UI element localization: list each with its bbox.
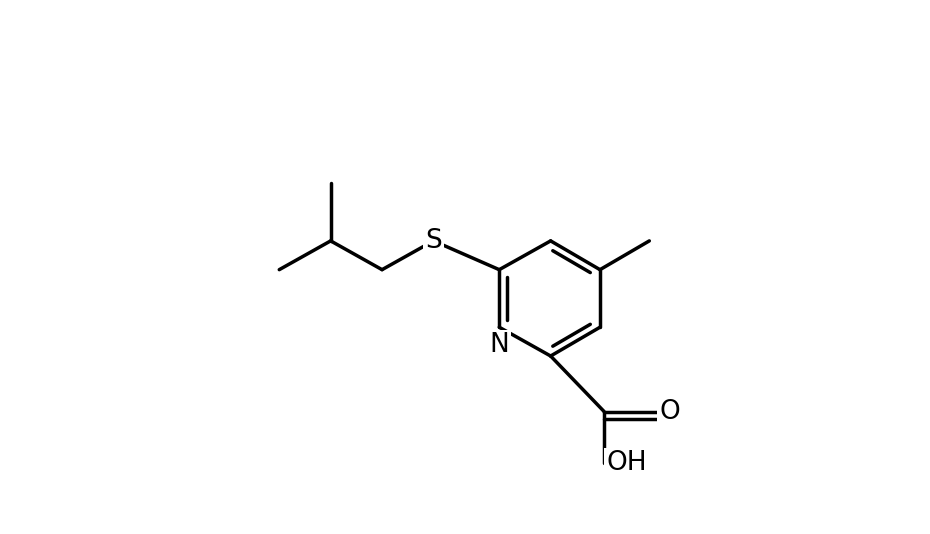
Text: N: N [489,332,509,358]
Text: O: O [659,398,681,425]
Text: OH: OH [606,450,646,476]
Text: S: S [425,228,442,254]
